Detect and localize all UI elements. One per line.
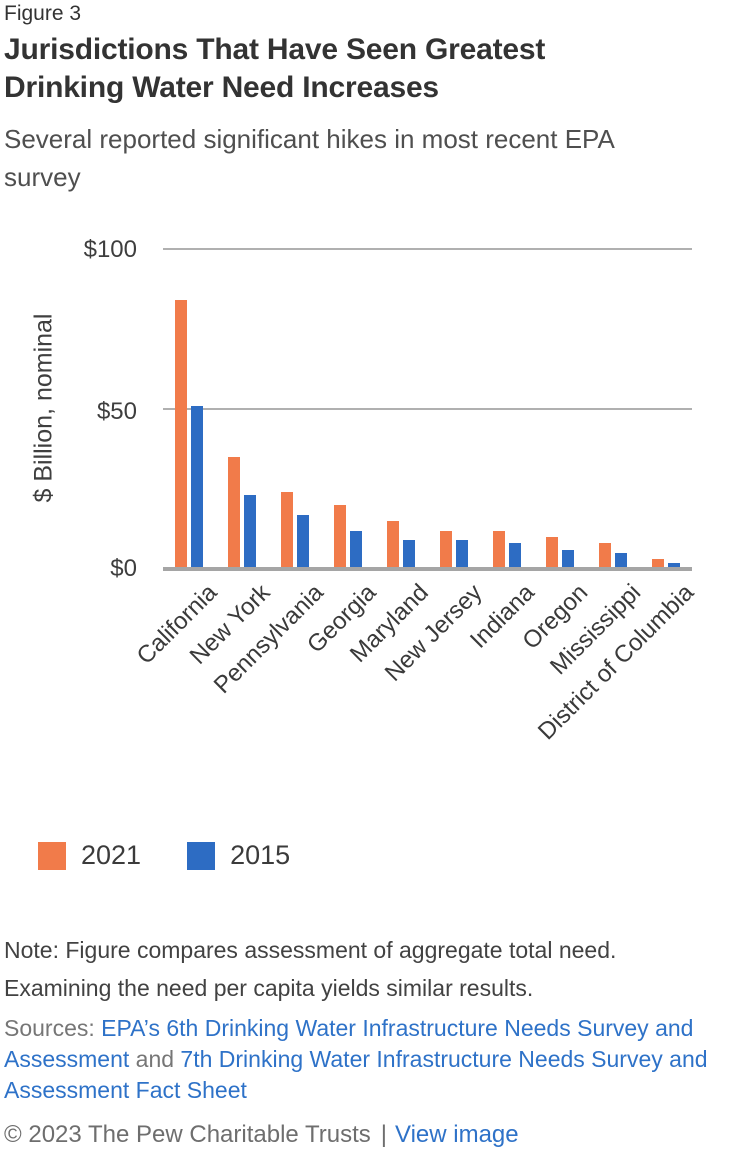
bar-2015-mississippi bbox=[614, 553, 627, 569]
legend-item-2021: 2021 bbox=[38, 840, 141, 871]
sources-prefix: Sources: bbox=[4, 1015, 102, 1041]
bar-group bbox=[428, 530, 481, 569]
bar-group bbox=[586, 543, 639, 569]
bar-group bbox=[480, 530, 533, 569]
legend-item-2015: 2015 bbox=[187, 840, 290, 871]
footer-separator: | bbox=[380, 1121, 387, 1148]
gridline-100 bbox=[163, 248, 692, 250]
bar-2015-new-jersey bbox=[455, 540, 468, 569]
bar-2021-maryland bbox=[387, 521, 400, 569]
category-slot-indiana: Indiana bbox=[465, 249, 540, 654]
bar-2021-pennsylvania bbox=[281, 492, 294, 569]
source-link-6th-survey[interactable]: EPA’s 6th Drinking Water Infrastructure … bbox=[4, 1015, 694, 1072]
bar-2015-oregon bbox=[561, 549, 574, 569]
sources-connector: and bbox=[129, 1046, 181, 1072]
bar-2021-california bbox=[175, 300, 188, 569]
bar-2015-maryland bbox=[403, 540, 416, 569]
y-tick-label-100: $100 bbox=[83, 236, 137, 263]
category-slot-new-jersey: New Jersey bbox=[379, 249, 487, 687]
source-link-7th-survey[interactable]: 7th Drinking Water Infrastructure Needs … bbox=[4, 1046, 708, 1103]
legend-label-2015: 2015 bbox=[230, 840, 291, 870]
bar-2021-oregon bbox=[545, 537, 558, 569]
bar-2015-indiana bbox=[508, 543, 521, 569]
bar-group bbox=[322, 505, 375, 569]
view-image-link[interactable]: View image bbox=[395, 1121, 519, 1148]
category-slot-district-of-columbia: District of Columbia bbox=[532, 249, 699, 745]
figure-label: Figure 3 bbox=[4, 2, 82, 25]
y-axis-title: $ Billion, nominal bbox=[29, 313, 58, 503]
legend-swatch-2021-icon bbox=[38, 841, 66, 870]
bars-row: California New York Pennsylvania Georgia Mar… bbox=[132, 249, 699, 745]
category-slot-california: California bbox=[132, 249, 223, 670]
category-slot-oregon: Oregon bbox=[517, 249, 593, 655]
bar-2021-new-jersey bbox=[439, 530, 452, 569]
legend-label-2021: 2021 bbox=[81, 840, 142, 870]
category-slot-mississippi: Mississippi bbox=[545, 249, 646, 680]
y-tick-label-0: $0 bbox=[110, 555, 137, 582]
bar-2015-georgia bbox=[350, 530, 363, 569]
bar-2021-indiana bbox=[492, 530, 505, 569]
bar-2015-district-of-columbia bbox=[667, 562, 680, 569]
page-subtitle: Several reported significant hikes in mo… bbox=[4, 124, 614, 192]
sources-text: Sources: EPA’s 6th Drinking Water Infras… bbox=[4, 1013, 732, 1106]
copyright-text: © 2023 The Pew Charitable Trusts bbox=[4, 1121, 371, 1148]
gridline-50 bbox=[163, 408, 692, 410]
footer: © 2023 The Pew Charitable Trusts | View im… bbox=[4, 1121, 519, 1149]
bar-2021-mississippi bbox=[598, 543, 611, 569]
y-tick-label-50: $50 bbox=[96, 398, 137, 425]
bar-group bbox=[216, 457, 269, 569]
bar-group bbox=[163, 300, 216, 569]
category-slot-maryland: Maryland bbox=[345, 249, 434, 668]
bar-2015-california bbox=[191, 405, 204, 569]
bar-2015-pennsylvania bbox=[297, 514, 310, 569]
bar-group bbox=[269, 492, 322, 569]
legend: 2021 2015 bbox=[38, 840, 290, 871]
category-slot-pennsylvania: Pennsylvania bbox=[208, 249, 328, 699]
bar-2015-new-york bbox=[244, 495, 257, 569]
x-axis-baseline bbox=[163, 567, 692, 571]
note-text: Note: Figure compares assessment of aggr… bbox=[4, 937, 617, 1001]
bar-2021-georgia bbox=[334, 505, 347, 569]
legend-swatch-2015-icon bbox=[187, 841, 216, 870]
category-slot-new-york: New York bbox=[185, 249, 275, 670]
bar-group bbox=[639, 559, 692, 569]
bar-chart-plot-area: California New York Pennsylvania Georgia Mar… bbox=[132, 248, 699, 745]
bar-group bbox=[533, 537, 586, 569]
bar-group bbox=[375, 521, 428, 569]
bar-2021-district-of-columbia bbox=[651, 559, 664, 569]
bar-2021-new-york bbox=[228, 457, 241, 569]
page-title: Jurisdictions That Have Seen Greatest Dr… bbox=[4, 33, 546, 104]
category-slot-georgia: Georgia bbox=[302, 249, 381, 658]
